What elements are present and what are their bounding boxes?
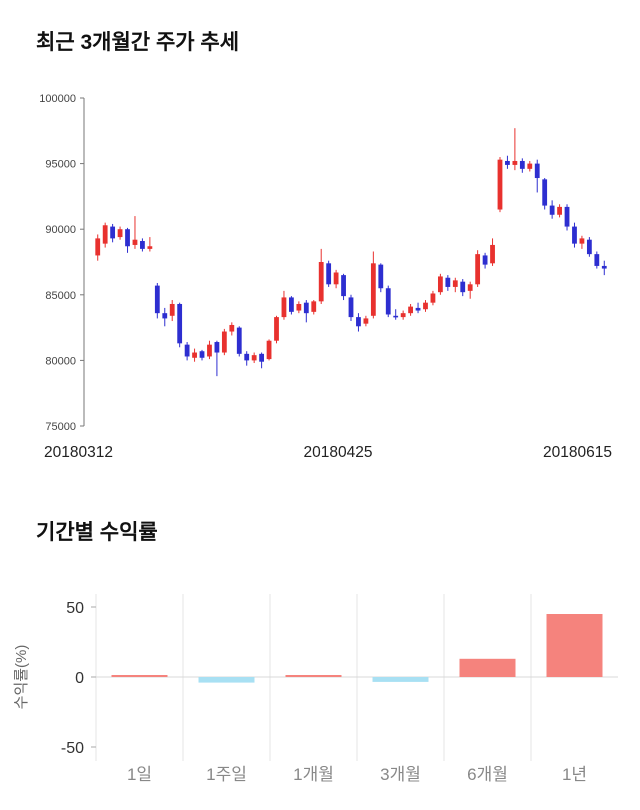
svg-text:75000: 75000 xyxy=(45,421,76,433)
price-candlestick-chart: 75000 80000 85000 90000 95000 100000 20180312 2… xyxy=(39,93,612,461)
svg-text:수익률(%): 수익률(%) xyxy=(13,645,30,710)
svg-text:100000: 100000 xyxy=(39,93,76,105)
returns-chart-title: 기간별 수익률 xyxy=(36,521,158,544)
svg-text:1일: 1일 xyxy=(127,765,152,784)
svg-text:3개월: 3개월 xyxy=(380,765,421,784)
price-chart-title: 최근 3개월간 주가 추세 xyxy=(36,31,240,54)
svg-text:85000: 85000 xyxy=(45,290,76,302)
svg-text:0: 0 xyxy=(75,670,84,687)
svg-text:20180425: 20180425 xyxy=(304,444,373,461)
svg-text:95000: 95000 xyxy=(45,159,76,171)
svg-text:1년: 1년 xyxy=(562,765,587,784)
svg-text:1개월: 1개월 xyxy=(293,765,334,784)
svg-text:20180615: 20180615 xyxy=(543,444,612,461)
svg-text:50: 50 xyxy=(66,600,84,617)
returns-bar-chart: 50 0 -50 수익률(%) 1일 1주일 1개월 3개월 6개월 1년 xyxy=(13,594,618,784)
svg-text:20180312: 20180312 xyxy=(44,444,113,461)
svg-text:80000: 80000 xyxy=(45,355,76,367)
svg-text:-50: -50 xyxy=(61,740,84,757)
svg-text:1주일: 1주일 xyxy=(206,765,247,784)
svg-text:6개월: 6개월 xyxy=(467,765,508,784)
svg-text:90000: 90000 xyxy=(45,224,76,236)
